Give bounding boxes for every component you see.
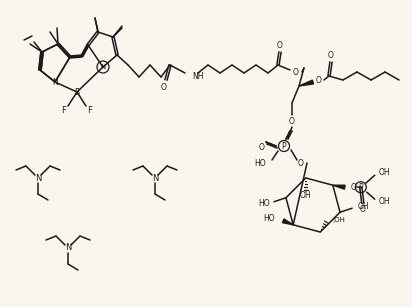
Text: O: O xyxy=(289,116,295,126)
Text: B: B xyxy=(75,87,80,96)
Polygon shape xyxy=(299,80,314,86)
Text: P: P xyxy=(358,183,363,192)
Text: O: O xyxy=(316,76,322,84)
Polygon shape xyxy=(333,185,345,189)
Text: OH: OH xyxy=(379,168,391,177)
Text: O: O xyxy=(161,83,167,91)
Text: F: F xyxy=(88,106,92,115)
Text: O: O xyxy=(360,205,366,214)
Text: N: N xyxy=(101,64,105,70)
Text: NH: NH xyxy=(192,72,204,80)
Text: O: O xyxy=(351,183,357,192)
Text: OH: OH xyxy=(300,192,311,200)
Text: OH: OH xyxy=(379,197,391,206)
Text: O: O xyxy=(259,142,265,151)
Polygon shape xyxy=(283,219,293,225)
Text: O: O xyxy=(298,158,304,168)
Text: HO: HO xyxy=(258,199,270,208)
Text: N: N xyxy=(65,243,71,252)
Text: OH: OH xyxy=(358,202,370,211)
Text: O: O xyxy=(277,41,283,49)
Text: HO: HO xyxy=(254,158,266,168)
Text: F: F xyxy=(61,106,66,115)
Text: ,OH: ,OH xyxy=(332,217,345,223)
Text: O: O xyxy=(328,50,334,60)
Text: N: N xyxy=(152,173,158,182)
Text: P: P xyxy=(282,142,286,150)
Text: O: O xyxy=(293,68,299,76)
Text: N: N xyxy=(35,173,41,182)
Text: N: N xyxy=(52,77,58,87)
Text: HO: HO xyxy=(264,214,275,223)
